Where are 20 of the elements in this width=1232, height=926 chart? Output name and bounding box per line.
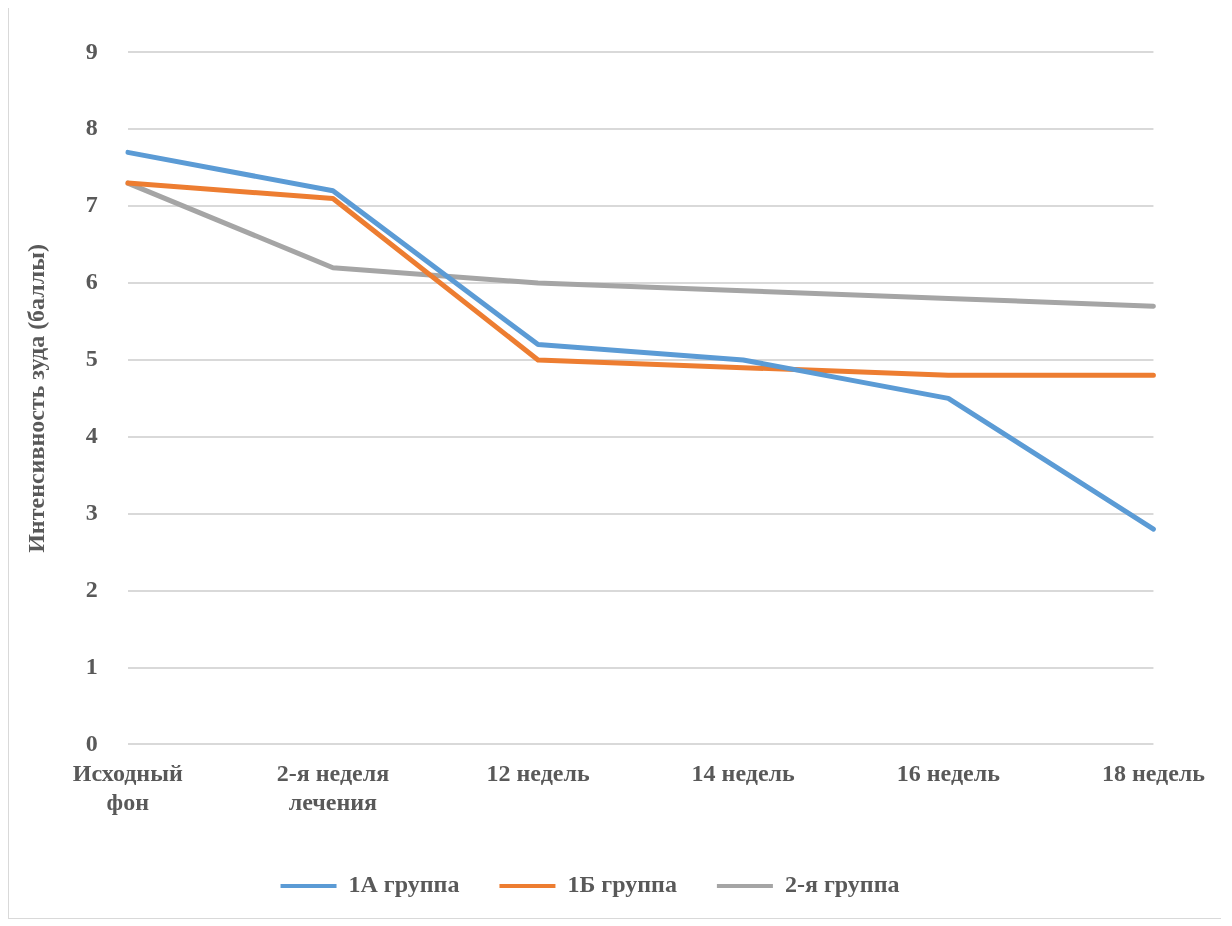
- y-tick-label: 6: [85, 268, 98, 295]
- y-axis-title: Интенсивность зуда (баллы): [22, 243, 49, 553]
- x-tick-label: 16 недель: [896, 760, 1001, 786]
- y-tick-label: 5: [85, 345, 98, 372]
- y-tick-label: 7: [85, 191, 98, 218]
- y-tick-label: 1: [85, 652, 98, 679]
- y-tick-label: 3: [85, 498, 98, 525]
- y-tick-label: 4: [85, 422, 98, 449]
- y-tick-label: 2: [85, 575, 98, 602]
- x-tick-label: 12 недель: [486, 760, 590, 786]
- y-tick-label: 8: [85, 114, 98, 141]
- y-tick-label: 9: [85, 37, 98, 64]
- x-tick-label: 18 недель: [1101, 760, 1206, 786]
- legend-label: 1Б группа: [567, 871, 677, 898]
- x-tick-label: Исходный фон: [72, 760, 183, 815]
- x-tick-label: 14 недель: [691, 760, 796, 786]
- legend-label: 1А группа: [348, 871, 460, 898]
- y-tick-label: 0: [85, 729, 98, 756]
- legend-label: 2-я группа: [784, 871, 900, 898]
- x-tick-label: 2-я неделя лечения: [276, 760, 390, 815]
